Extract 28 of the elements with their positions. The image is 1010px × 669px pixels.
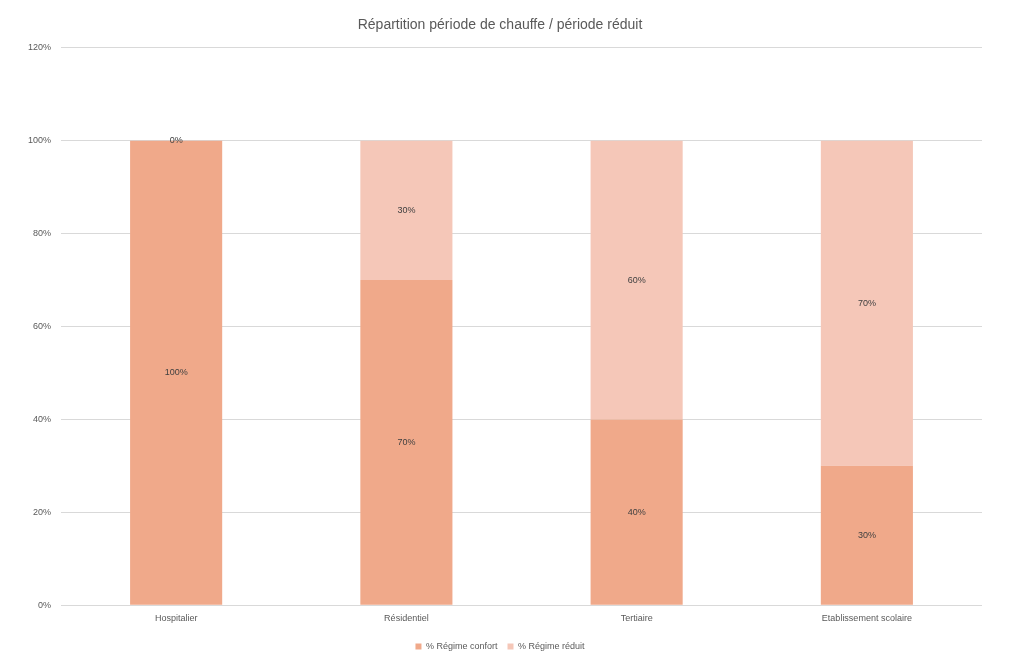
y-tick-label: 60% <box>33 320 52 331</box>
bar <box>820 465 913 605</box>
data-label: 40% <box>627 506 646 517</box>
x-tick-label: Tertiaire <box>620 613 653 624</box>
legend-label: % Régime réduit <box>518 640 586 651</box>
y-tick-label: 0% <box>38 599 52 610</box>
data-label: 60% <box>627 274 646 285</box>
x-tick-label: Etablissement scolaire <box>821 613 912 624</box>
data-label: 30% <box>397 204 416 215</box>
y-tick-label: 120% <box>27 42 52 53</box>
legend-label: % Régime confort <box>425 640 498 651</box>
y-tick-label: 40% <box>33 413 52 424</box>
bar <box>360 140 453 281</box>
x-tick-label: Hospitalier <box>154 613 198 624</box>
data-label: 100% <box>164 367 188 378</box>
bar <box>590 419 683 605</box>
x-tick-label: Résidentiel <box>384 613 429 624</box>
bar <box>820 140 913 466</box>
data-label: 70% <box>397 436 416 447</box>
bar <box>590 140 683 420</box>
data-label: 30% <box>857 529 876 540</box>
bar <box>360 280 453 605</box>
data-label: 0% <box>169 135 183 146</box>
chart-title: Répartition période de chauffe / période réduit <box>357 16 643 33</box>
y-tick-label: 80% <box>33 228 52 239</box>
y-tick-label: 20% <box>33 506 52 517</box>
y-tick-label: 100% <box>27 135 52 146</box>
data-label: 70% <box>857 297 876 308</box>
